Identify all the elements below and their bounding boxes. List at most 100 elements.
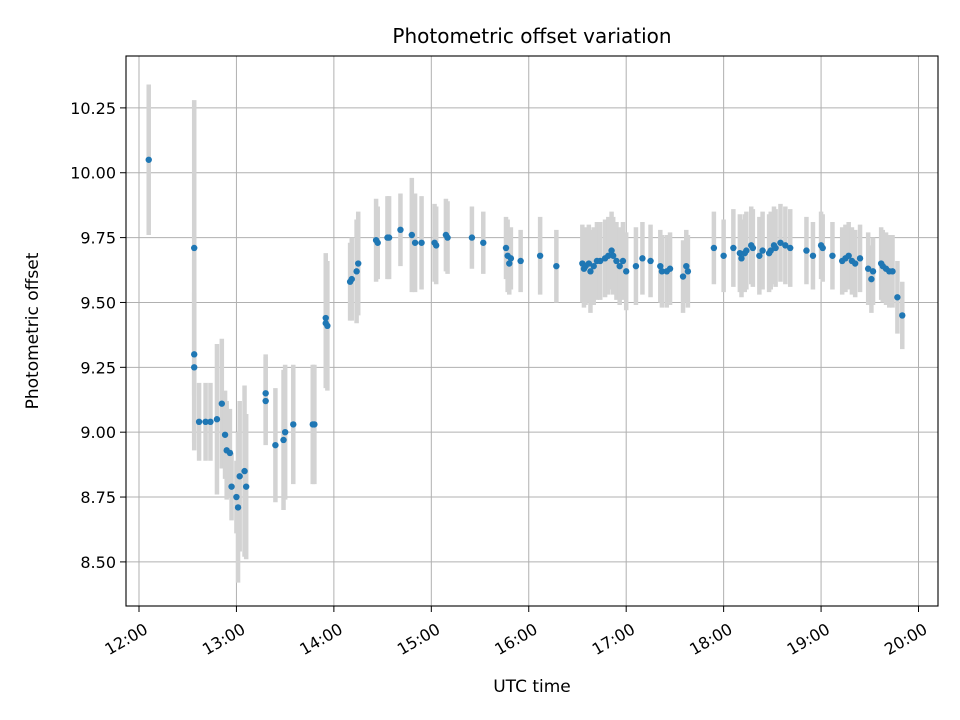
- plot-frame: [125, 55, 939, 607]
- data-point: [234, 504, 242, 511]
- data-point: [191, 351, 198, 358]
- data-point: [772, 244, 779, 252]
- data-point: [145, 156, 152, 163]
- data-point: [236, 473, 243, 480]
- y-tick-label: 10.00: [70, 164, 116, 183]
- data-point: [324, 322, 331, 330]
- data-point: [787, 244, 794, 252]
- data-point: [738, 255, 745, 262]
- data-point: [355, 260, 362, 267]
- data-point: [517, 257, 524, 265]
- data-point: [819, 244, 826, 252]
- data-point: [610, 252, 617, 259]
- data-point: [233, 493, 240, 501]
- data-point: [418, 239, 425, 246]
- data-point: [444, 234, 451, 241]
- data-point: [639, 255, 646, 262]
- chart-title: Photometric offset variation: [392, 24, 671, 48]
- data-point: [468, 234, 476, 241]
- data-point: [756, 252, 763, 259]
- data-point: [281, 428, 289, 436]
- data-point: [411, 239, 419, 246]
- y-tick-label: 9.00: [80, 423, 116, 442]
- data-point: [899, 312, 906, 319]
- data-point: [845, 252, 852, 259]
- data-point: [213, 416, 221, 423]
- data-point: [585, 260, 593, 267]
- data-point: [506, 260, 513, 267]
- data-point: [322, 314, 329, 322]
- data-point: [590, 262, 597, 270]
- data-point: [666, 265, 674, 272]
- x-axis-title: UTC time: [493, 677, 571, 697]
- data-point: [191, 364, 198, 371]
- data-point: [202, 418, 209, 426]
- data-point: [767, 247, 774, 254]
- data-point: [809, 252, 817, 259]
- grid-layer: [126, 56, 938, 606]
- data-point: [262, 397, 269, 405]
- data-point: [647, 257, 654, 265]
- y-tick-label: 8.50: [80, 553, 116, 572]
- data-point: [616, 262, 623, 270]
- data-point: [605, 252, 612, 259]
- y-tick-label: 9.75: [80, 229, 116, 248]
- data-point: [851, 260, 859, 267]
- data-point: [226, 449, 234, 457]
- data-point: [432, 242, 440, 249]
- data-point: [736, 249, 744, 257]
- data-point: [743, 247, 750, 254]
- data-point: [683, 262, 690, 270]
- data-point: [868, 275, 875, 283]
- data-point: [613, 257, 620, 265]
- data-point-layer: [145, 156, 906, 511]
- data-point: [684, 268, 692, 275]
- data-point: [658, 268, 666, 275]
- data-point: [353, 268, 360, 275]
- data-point: [228, 483, 235, 490]
- data-point: [632, 262, 640, 270]
- data-point: [777, 239, 784, 246]
- data-point: [749, 244, 757, 252]
- data-point: [280, 436, 287, 444]
- data-point: [608, 247, 615, 254]
- data-point: [218, 400, 226, 407]
- data-point: [782, 242, 789, 249]
- data-point: [829, 252, 836, 259]
- data-point: [507, 255, 515, 262]
- data-point: [290, 421, 297, 428]
- y-tick-label: 8.75: [80, 488, 116, 507]
- data-point: [272, 441, 279, 449]
- data-point: [657, 262, 664, 270]
- y-axis-ticks: 8.50 8.75 9.00 9.25 9.50 9.75 10.00 10.25: [70, 99, 126, 572]
- data-point: [864, 265, 872, 272]
- data-point: [480, 239, 487, 246]
- data-point: [241, 467, 248, 475]
- data-point: [397, 226, 404, 234]
- data-point: [221, 431, 229, 438]
- data-point: [536, 252, 544, 259]
- y-tick-label: 10.25: [70, 99, 116, 118]
- data-point: [720, 252, 727, 259]
- data-point: [869, 268, 877, 275]
- data-point: [856, 255, 864, 262]
- data-point: [191, 244, 198, 252]
- data-point: [679, 273, 687, 280]
- data-point: [408, 231, 416, 239]
- data-point: [759, 247, 766, 254]
- data-point: [311, 421, 318, 428]
- data-point: [622, 268, 630, 275]
- y-tick-label: 9.25: [80, 358, 116, 377]
- data-point: [597, 257, 604, 265]
- data-point: [553, 262, 560, 270]
- data-point: [374, 239, 381, 246]
- data-point: [894, 294, 901, 301]
- data-point: [619, 257, 627, 265]
- data-point: [889, 268, 896, 275]
- data-point: [710, 244, 718, 252]
- data-point: [207, 418, 214, 426]
- data-point: [587, 268, 594, 275]
- data-point: [385, 234, 393, 241]
